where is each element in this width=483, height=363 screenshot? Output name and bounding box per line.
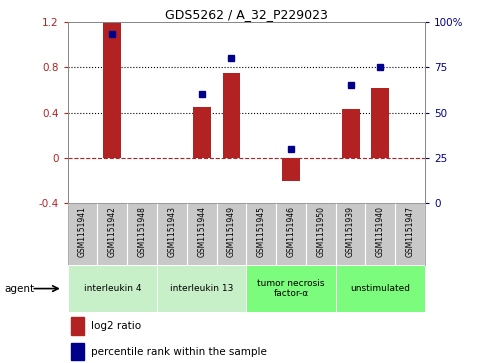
- Bar: [193, 107, 211, 158]
- Text: agent: agent: [5, 284, 35, 294]
- Text: unstimulated: unstimulated: [350, 284, 411, 293]
- Text: GSM1151949: GSM1151949: [227, 206, 236, 257]
- Text: GSM1151942: GSM1151942: [108, 206, 117, 257]
- Text: interleukin 4: interleukin 4: [84, 284, 141, 293]
- Text: GSM1151940: GSM1151940: [376, 206, 385, 257]
- Bar: [223, 73, 241, 158]
- Text: GSM1151939: GSM1151939: [346, 206, 355, 257]
- Text: percentile rank within the sample: percentile rank within the sample: [91, 347, 267, 357]
- Bar: [157, 265, 246, 312]
- Text: GSM1151941: GSM1151941: [78, 206, 87, 257]
- Text: GSM1151944: GSM1151944: [197, 206, 206, 257]
- Text: GSM1151947: GSM1151947: [406, 206, 414, 257]
- Bar: [336, 265, 425, 312]
- Text: GSM1151948: GSM1151948: [138, 206, 146, 257]
- Text: GSM1151950: GSM1151950: [316, 206, 325, 257]
- Bar: [71, 343, 84, 360]
- Bar: [341, 109, 359, 158]
- Bar: [246, 265, 336, 312]
- Text: log2 ratio: log2 ratio: [91, 321, 141, 331]
- Bar: [71, 317, 84, 335]
- Title: GDS5262 / A_32_P229023: GDS5262 / A_32_P229023: [165, 8, 328, 21]
- Bar: [371, 87, 389, 158]
- Text: GSM1151943: GSM1151943: [168, 206, 176, 257]
- Text: GSM1151945: GSM1151945: [257, 206, 266, 257]
- Text: interleukin 13: interleukin 13: [170, 284, 233, 293]
- Text: GSM1151946: GSM1151946: [286, 206, 296, 257]
- Bar: [103, 22, 121, 158]
- Text: tumor necrosis
factor-α: tumor necrosis factor-α: [257, 279, 325, 298]
- Bar: [282, 158, 300, 180]
- Bar: [68, 265, 157, 312]
